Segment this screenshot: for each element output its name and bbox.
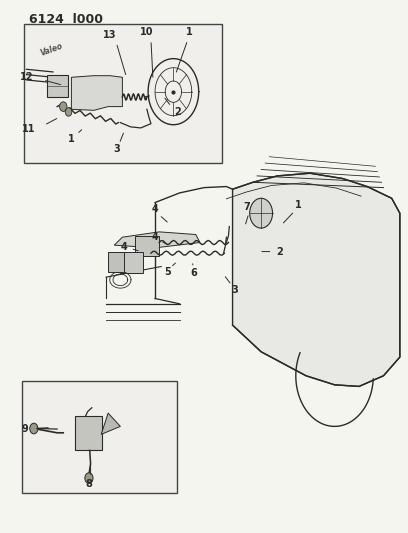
Bar: [47, 75, 68, 97]
Bar: [75, 416, 102, 450]
Text: 8: 8: [86, 479, 92, 489]
Circle shape: [250, 198, 273, 228]
Text: 4: 4: [152, 232, 158, 242]
Bar: [120, 252, 143, 273]
Bar: [135, 236, 159, 256]
Text: 6124  l000: 6124 l000: [29, 13, 102, 26]
Circle shape: [30, 423, 38, 434]
Circle shape: [65, 108, 72, 116]
Text: 12: 12: [20, 72, 33, 82]
Text: 9: 9: [22, 424, 29, 434]
Bar: [24, 24, 222, 163]
Text: 1: 1: [68, 134, 75, 143]
Text: 7: 7: [244, 202, 250, 212]
Text: 3: 3: [113, 144, 120, 154]
Text: 3: 3: [231, 286, 238, 295]
Text: 4: 4: [121, 243, 128, 252]
Text: 11: 11: [22, 124, 35, 134]
Text: 1: 1: [186, 27, 193, 37]
Polygon shape: [71, 76, 122, 110]
Text: 1: 1: [295, 200, 301, 210]
Polygon shape: [233, 173, 400, 386]
Text: 6: 6: [191, 269, 197, 278]
Circle shape: [85, 473, 93, 483]
Text: Valeo: Valeo: [39, 42, 64, 58]
Polygon shape: [101, 413, 120, 434]
Polygon shape: [114, 232, 200, 248]
Text: 2: 2: [276, 247, 283, 256]
Bar: [108, 252, 124, 272]
Text: 4: 4: [152, 204, 158, 214]
Text: 2: 2: [174, 107, 181, 117]
Text: 10: 10: [140, 27, 154, 37]
Text: 5: 5: [164, 267, 171, 277]
Bar: [22, 381, 177, 493]
Text: 13: 13: [103, 30, 117, 39]
Circle shape: [60, 102, 67, 111]
